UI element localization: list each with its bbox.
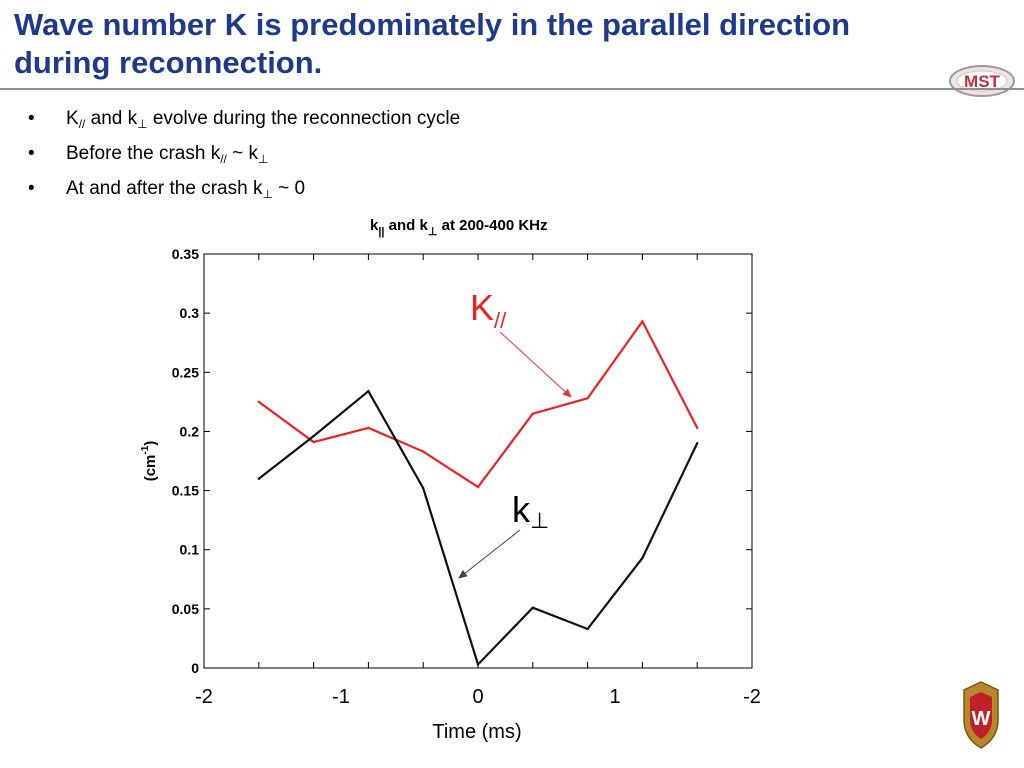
x-tick-label: -2 [195,686,213,708]
k-parallel-annotation: K// [470,287,507,333]
chart-title: k|| and k⊥ at 200-400 KHz [370,217,548,238]
bullet-dot: • [28,178,35,199]
y-tick-label: 0.25 [172,364,199,380]
data-point [696,426,699,430]
y-tick-label: 0.05 [172,601,199,617]
bullet-item: • K// and k⊥ evolve during the reconnecti… [22,104,460,139]
data-point [476,663,480,666]
data-point [367,390,370,393]
title-divider [0,88,1024,90]
slide-title-line-1: Wave number K is predominately in the pa… [14,7,851,42]
data-point [641,320,644,323]
seal-letter: W [972,708,991,730]
slide-title-line-2: during reconnection. [14,45,323,80]
data-point [531,412,534,415]
y-tick-label: 0.2 [180,423,200,439]
bullet-dot: • [28,143,35,164]
seal-shield [970,692,992,739]
k-parallel-arrow [499,331,572,398]
data-point [257,477,260,480]
y-axis-label: (cm-1) [140,441,159,482]
bullet-item: • At and after the crash k⊥ ~ 0 [22,174,460,209]
data-point [312,434,315,438]
x-axis: -2 -1 0 1 -2 [195,254,761,708]
plot-frame [203,253,753,669]
bullet-list: • K// and k⊥ evolve during the reconnecti… [22,104,460,209]
bullet-dot: • [28,108,35,129]
mst-logo: MST [949,65,1015,97]
x-tick-label: 0 [472,686,483,708]
data-point [696,442,699,445]
data-point [312,440,315,444]
mst-logo-inner [956,70,1008,92]
university-seal: W [963,681,999,749]
data-point [422,487,425,490]
y-tick-label: 0.1 [180,542,200,558]
data-point [641,556,644,560]
data-point [586,627,589,631]
data-point [476,485,480,489]
y-tick-label: 0.35 [172,246,199,262]
y-axis: 0 0.05 0.1 0.15 0.2 0.25 0.3 0.35 [172,246,752,676]
data-point [422,450,425,453]
y-tick-label: 0.15 [172,483,199,499]
x-axis-label: Time (ms) [432,721,521,743]
x-tick-label: 1 [609,686,620,708]
mst-logo-text: MST [964,72,1001,91]
series-group [257,319,699,667]
x-tick-label: -1 [332,686,350,708]
x-tick-label: -2 [743,686,761,708]
y-tick-label: 0 [191,660,199,676]
k-perp-arrow [458,529,521,579]
data-point [257,400,260,404]
data-point [531,606,534,609]
k-perp-annotation: k⊥ [512,489,549,533]
data-point [586,397,589,400]
slide-title: Wave number K is predominately in the pa… [14,6,934,82]
y-tick-label: 0.3 [180,305,200,321]
data-point [367,426,370,430]
bullet-item: • Before the crash k// ~ k⊥ [22,139,460,174]
